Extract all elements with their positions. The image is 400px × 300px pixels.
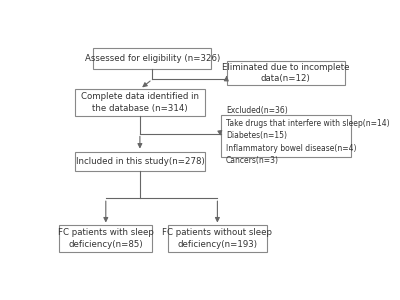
FancyBboxPatch shape	[75, 152, 205, 171]
FancyBboxPatch shape	[168, 225, 267, 252]
Text: Complete data identified in
the database (n=314): Complete data identified in the database…	[81, 92, 199, 113]
Text: FC patients with sleep
deficiency(n=85): FC patients with sleep deficiency(n=85)	[58, 228, 154, 249]
Text: Assessed for eligibility (n=326): Assessed for eligibility (n=326)	[85, 54, 220, 63]
FancyBboxPatch shape	[94, 47, 211, 70]
FancyBboxPatch shape	[75, 89, 205, 116]
FancyBboxPatch shape	[227, 61, 344, 85]
Text: Eliminated due to incomplete
data(n=12): Eliminated due to incomplete data(n=12)	[222, 63, 349, 83]
FancyBboxPatch shape	[220, 115, 351, 157]
FancyBboxPatch shape	[59, 225, 152, 252]
Text: FC patients without sleep
deficiency(n=193): FC patients without sleep deficiency(n=1…	[162, 228, 272, 249]
Text: Included in this study(n=278): Included in this study(n=278)	[76, 157, 204, 166]
Text: Excluded(n=36)
Take drugs that interfere with sleep(n=14)
Diabetes(n=15)
Inflamm: Excluded(n=36) Take drugs that interfere…	[226, 106, 390, 165]
